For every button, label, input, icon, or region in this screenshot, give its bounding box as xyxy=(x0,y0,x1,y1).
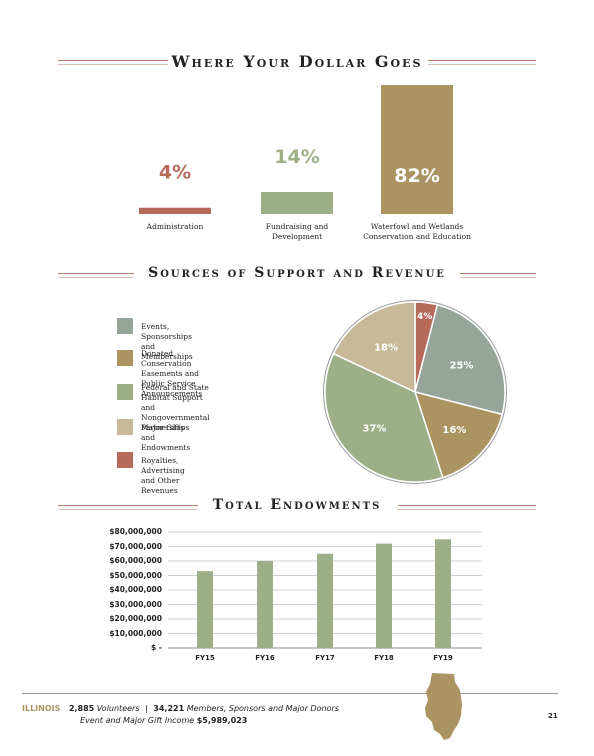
legend-label-0: Events, Sponsorships and Memberships xyxy=(141,322,193,362)
footer-volunteers-label: Volunteers xyxy=(96,704,140,713)
endowment-y-tick-6: $60,000,000 xyxy=(109,556,162,565)
legend-label-line-1-1: Public Service Announcements xyxy=(141,379,203,398)
dollar-section-title: Where Your Dollar Goes xyxy=(171,52,423,71)
footer-state: ILLINOIS xyxy=(22,704,61,713)
support-rule-right-2 xyxy=(460,277,536,278)
footer-members-label: Members, Sponsors and Major Donors xyxy=(186,704,339,713)
dollar-bar-2 xyxy=(381,85,453,214)
pie-value-label-2: 16% xyxy=(442,425,466,436)
pie-slice-1 xyxy=(414,303,506,416)
dollar-value-label-0: 4% xyxy=(159,162,191,184)
endowment-x-tick-2: FY17 xyxy=(315,654,335,662)
pie-outline xyxy=(323,300,507,484)
endowment-y-tick-1: $10,000,000 xyxy=(109,628,162,638)
legend-swatch-2 xyxy=(117,384,133,400)
dollar-category-label-1-1: Development xyxy=(272,232,322,241)
footer-volunteers-count: 2,885 xyxy=(68,704,95,713)
dollar-bar-0 xyxy=(139,207,211,214)
endowment-y-tick-2: $20,000,000 xyxy=(109,614,162,623)
legend-label-4: Royalties, Advertising and Other Revenue… xyxy=(141,456,185,496)
support-pie-chart: 4% 25% 16% 37% 18% xyxy=(323,300,507,484)
dollar-category-label-2-0: Waterfowl and Wetlands xyxy=(371,222,464,231)
title-rule-left-2 xyxy=(58,64,168,65)
legend-swatch-3 xyxy=(117,419,133,435)
endowment-y-tick-7: $70,000,000 xyxy=(109,541,162,551)
title-rule-right xyxy=(428,60,536,61)
dollar-chart: 4% Administration 14% Fundraising andDevelo… xyxy=(139,85,471,241)
page-number: 21 xyxy=(548,712,558,720)
dollar-category-label-2-1: Conservation and Education xyxy=(363,232,471,241)
footer-line-2: Event and Major Gift Income $5,989,023 xyxy=(80,716,247,725)
legend-label-1: Donated Conservation Easements and Public… xyxy=(141,349,202,399)
legend-label-line-2-0: Federal and State Habitat Support and xyxy=(141,383,209,412)
endowment-bar-4 xyxy=(435,539,451,648)
legend-swatch-1 xyxy=(117,350,133,366)
title-rule-right-2 xyxy=(428,64,536,65)
dollar-value-label-2: 82% xyxy=(394,165,439,187)
endowment-bar-2 xyxy=(317,553,333,648)
support-rule-right xyxy=(460,273,536,274)
legend-swatch-4 xyxy=(117,452,133,468)
pie-value-label-3: 37% xyxy=(363,424,387,435)
endowment-rule-left xyxy=(58,505,198,506)
legend-label-line-2-1: Nongovernmental Partnerships xyxy=(141,413,210,432)
endowment-x-tick-1: FY16 xyxy=(255,654,275,662)
footer-members-count: 34,221 xyxy=(153,704,185,713)
footer-income-label: Event and Major Gift Income xyxy=(80,716,195,725)
illinois-state-icon xyxy=(425,673,462,740)
legend-label-line-3-0: Major Gifts and Endowments xyxy=(141,423,191,452)
endowment-rule-left-2 xyxy=(58,509,198,510)
endowment-y-tick-4: $40,000,000 xyxy=(109,585,162,594)
endowment-rule-right-2 xyxy=(398,509,536,510)
endowment-bar-1 xyxy=(257,561,273,648)
footer-separator: | xyxy=(145,704,148,713)
endowment-y-tick-8: $80,000,000 xyxy=(109,527,162,536)
title-rule-left xyxy=(58,60,168,61)
support-rule-left-2 xyxy=(58,277,134,278)
footer-line-1: ILLINOIS 2,885 Volunteers | 34,221 Membe… xyxy=(22,704,339,713)
pie-slice-4 xyxy=(332,301,416,394)
pie-value-label-1: 25% xyxy=(450,361,474,372)
endowment-x-tick-0: FY15 xyxy=(195,654,215,662)
endowment-y-tick-5: $50,000,000 xyxy=(109,570,162,580)
dollar-value-label-1: 14% xyxy=(274,146,319,168)
endowment-y-tick-0: $ - xyxy=(151,643,162,652)
footer-rule xyxy=(22,693,558,694)
endowment-x-tick-4: FY19 xyxy=(433,654,453,662)
dollar-category-label-0-0: Administration xyxy=(146,222,204,231)
endowment-section-title: Total Endowments xyxy=(212,497,382,513)
pie-value-label-0: 4% xyxy=(417,312,432,322)
footer-income-value: $5,989,023 xyxy=(196,716,248,725)
legend-label-line-0-0: Events, Sponsorships and Memberships xyxy=(141,322,193,361)
legend-swatch-0 xyxy=(117,318,133,334)
endowment-chart xyxy=(168,531,482,649)
support-rule-left xyxy=(58,273,134,274)
pie-value-label-4: 18% xyxy=(374,342,398,353)
legend-label-3: Major Gifts and Endowments xyxy=(141,423,190,453)
endowment-rule-right xyxy=(398,505,536,506)
dollar-category-label-1-0: Fundraising and xyxy=(266,222,329,231)
legend-label-line-1-0: Donated Conservation Easements and xyxy=(141,349,199,378)
support-section-title: Sources of Support and Revenue xyxy=(148,265,446,281)
endowment-x-tick-3: FY18 xyxy=(374,654,394,662)
pie-slice-3 xyxy=(324,352,444,483)
endowment-y-tick-3: $30,000,000 xyxy=(109,599,162,609)
dollar-bar-1 xyxy=(261,191,333,214)
legend-label-2: Federal and State Habitat Support and Non… xyxy=(141,383,210,433)
legend-label-line-4-0: Royalties, Advertising and Other Revenue… xyxy=(141,456,185,495)
endowment-bar-0 xyxy=(197,571,213,648)
pie-slice-2 xyxy=(413,390,504,479)
endowment-bar-3 xyxy=(376,543,392,648)
